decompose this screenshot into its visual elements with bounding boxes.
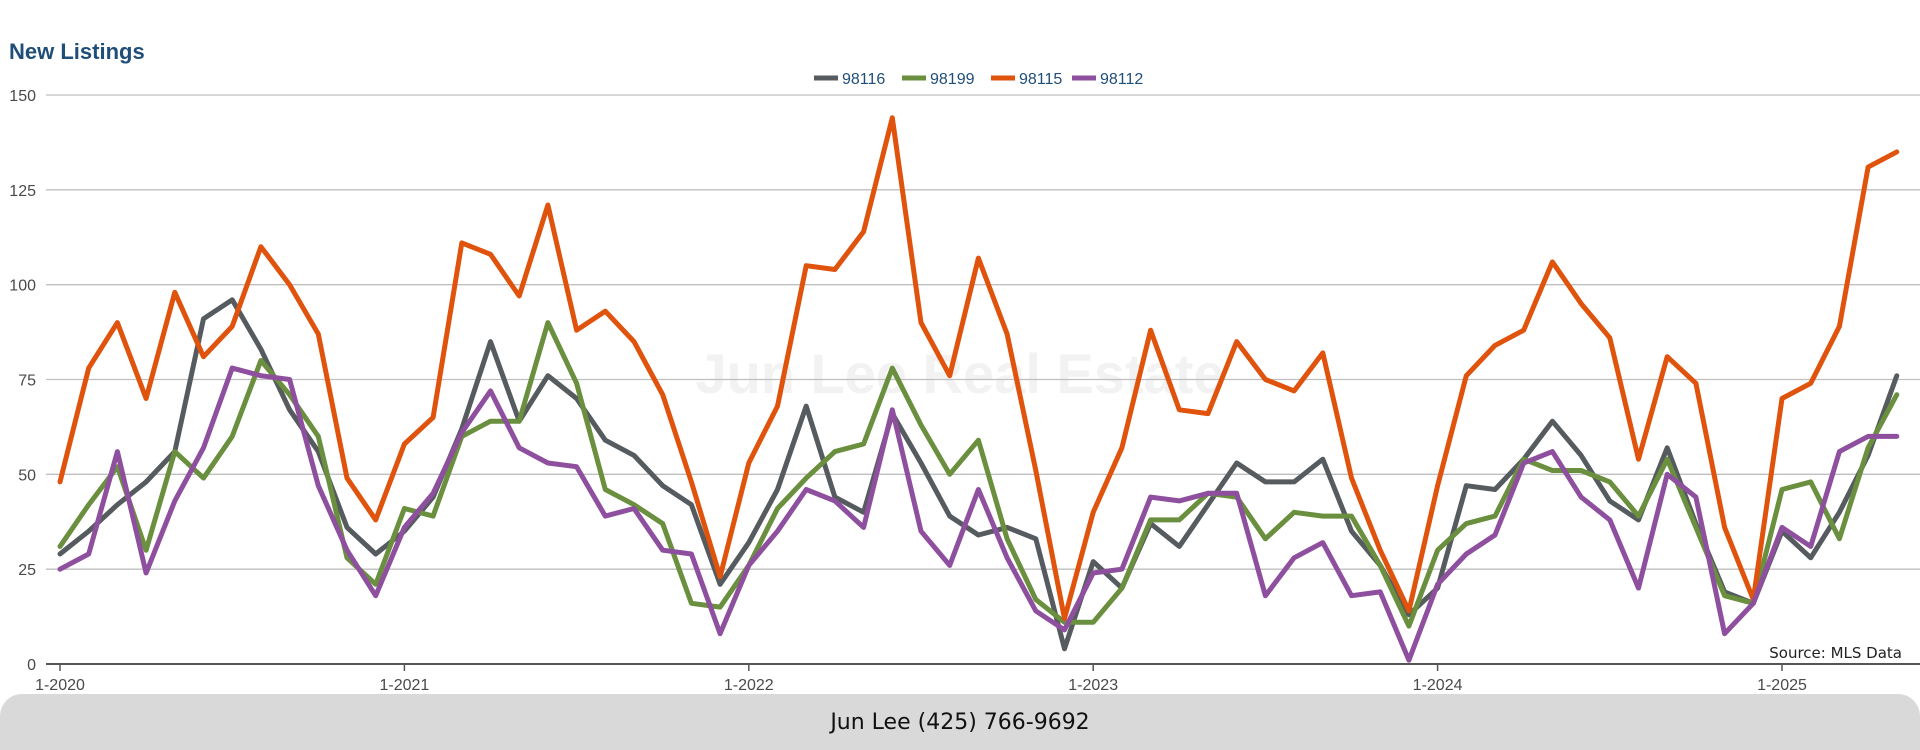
x-tick-label: 1-2024	[1413, 677, 1463, 694]
contact-text: Jun Lee (425) 766-9692	[830, 709, 1090, 735]
legend: 98116 98199 98115 98112	[814, 71, 1143, 88]
x-tick-label: 1-2023	[1068, 677, 1118, 694]
y-tick-label: 125	[9, 183, 36, 200]
x-tick-label: 1-2021	[379, 677, 429, 694]
x-tick-label: 1-2022	[724, 677, 774, 694]
legend-label-98112: 98112	[1100, 71, 1143, 88]
y-axis-ticks: 0 25 50 75 100 125 150	[9, 88, 36, 674]
y-tick-label: 25	[18, 562, 36, 579]
y-tick-label: 50	[18, 467, 36, 484]
legend-label-98115: 98115	[1019, 71, 1062, 88]
legend-label-98116: 98116	[842, 71, 885, 88]
chart-title: New Listings	[9, 39, 145, 64]
y-tick-label: 75	[18, 373, 36, 390]
x-tick-label: 1-2020	[35, 677, 85, 694]
series-line-98199	[57, 320, 1900, 629]
series-line-98115	[57, 115, 1900, 621]
y-tick-label: 100	[9, 278, 36, 295]
x-tick-label: 1-2025	[1757, 677, 1807, 694]
line-chart: New Listings Jun Lee Real Estate 0255075…	[9, 39, 1920, 694]
y-tick-label: 0	[27, 657, 36, 674]
contact-footer: Jun Lee (425) 766-9692	[0, 694, 1920, 750]
series-lines	[57, 115, 1900, 663]
source-note: Source: MLS Data	[1769, 644, 1902, 662]
legend-label-98199: 98199	[930, 71, 975, 88]
series-line-98112	[57, 365, 1900, 663]
x-axis-ticks: 1-2020 1-2021 1-2022 1-2023 1-2024 1-2025	[35, 664, 1807, 694]
series-line-98116	[57, 297, 1900, 652]
y-tick-label: 150	[9, 88, 36, 105]
